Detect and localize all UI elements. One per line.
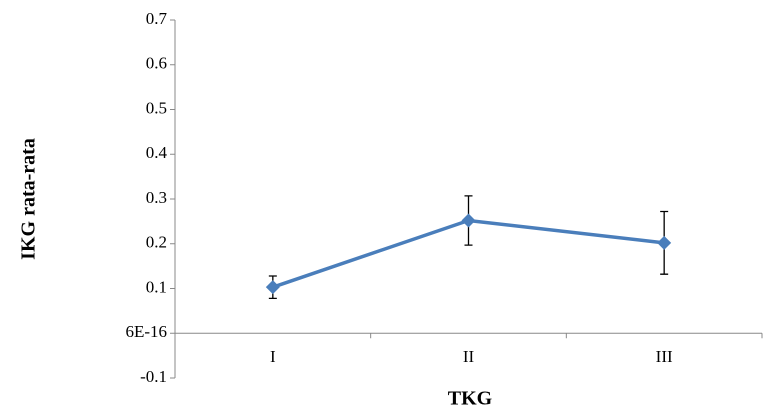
y-tick-label: 0.4 bbox=[146, 143, 168, 162]
x-tick-label: I bbox=[270, 347, 276, 366]
x-axis-title: TKG bbox=[448, 388, 493, 410]
y-axis-title: IKG rata-rata bbox=[18, 138, 40, 260]
marker bbox=[265, 280, 280, 295]
x-tick-label: II bbox=[463, 347, 475, 366]
x-tick-label: III bbox=[656, 347, 673, 366]
y-tick-label: 0.2 bbox=[146, 233, 167, 252]
marker bbox=[657, 235, 672, 250]
y-tick-label: 0.5 bbox=[146, 98, 167, 117]
y-tick-label: 0.3 bbox=[146, 188, 167, 207]
y-tick-label: 0.7 bbox=[146, 9, 168, 28]
y-tick-label: -0.1 bbox=[140, 367, 167, 386]
y-tick-label: 6E-16 bbox=[125, 322, 167, 341]
y-tick-label: 0.6 bbox=[146, 54, 167, 73]
y-tick-label: 0.1 bbox=[146, 277, 167, 296]
marker bbox=[461, 213, 476, 228]
